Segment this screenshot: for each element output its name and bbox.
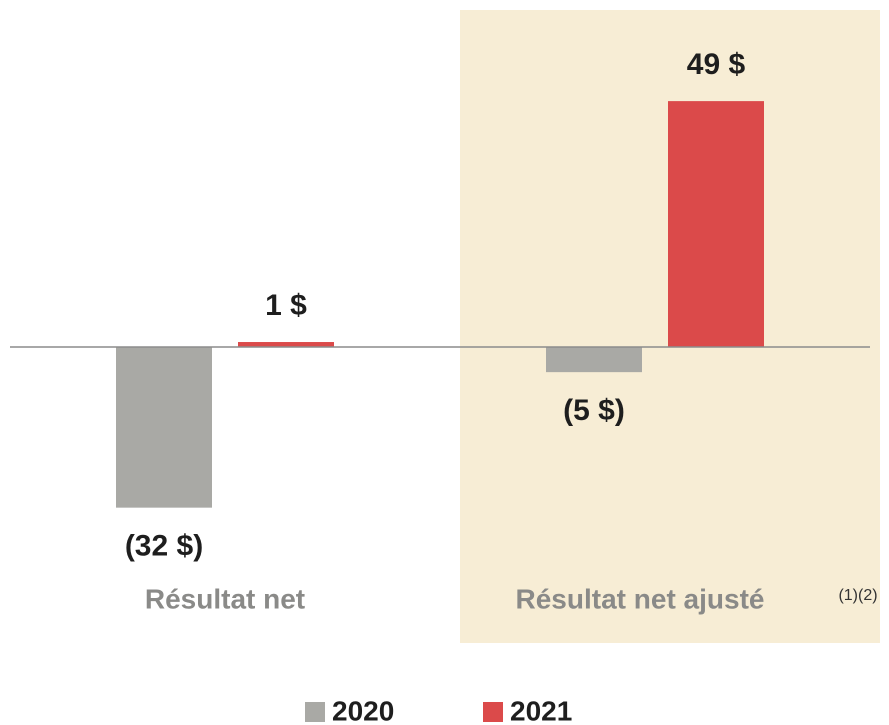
x-tick-label: Résultat net: [145, 583, 305, 614]
bar: [668, 101, 764, 348]
value-label: 49 $: [687, 48, 746, 81]
value-label: 1 $: [265, 289, 307, 322]
legend-label: 2021: [510, 695, 572, 725]
legend-swatch: [305, 702, 325, 722]
value-label: (5 $): [563, 394, 625, 427]
value-label: (32 $): [125, 530, 203, 563]
x-tick-label: Résultat net ajusté: [516, 583, 765, 614]
annotation: (1)(2): [838, 587, 877, 604]
bar: [116, 347, 212, 508]
bar: [238, 342, 334, 348]
legend-label: 2020: [332, 695, 394, 725]
bar: [546, 347, 642, 373]
legend-swatch: [483, 702, 503, 722]
